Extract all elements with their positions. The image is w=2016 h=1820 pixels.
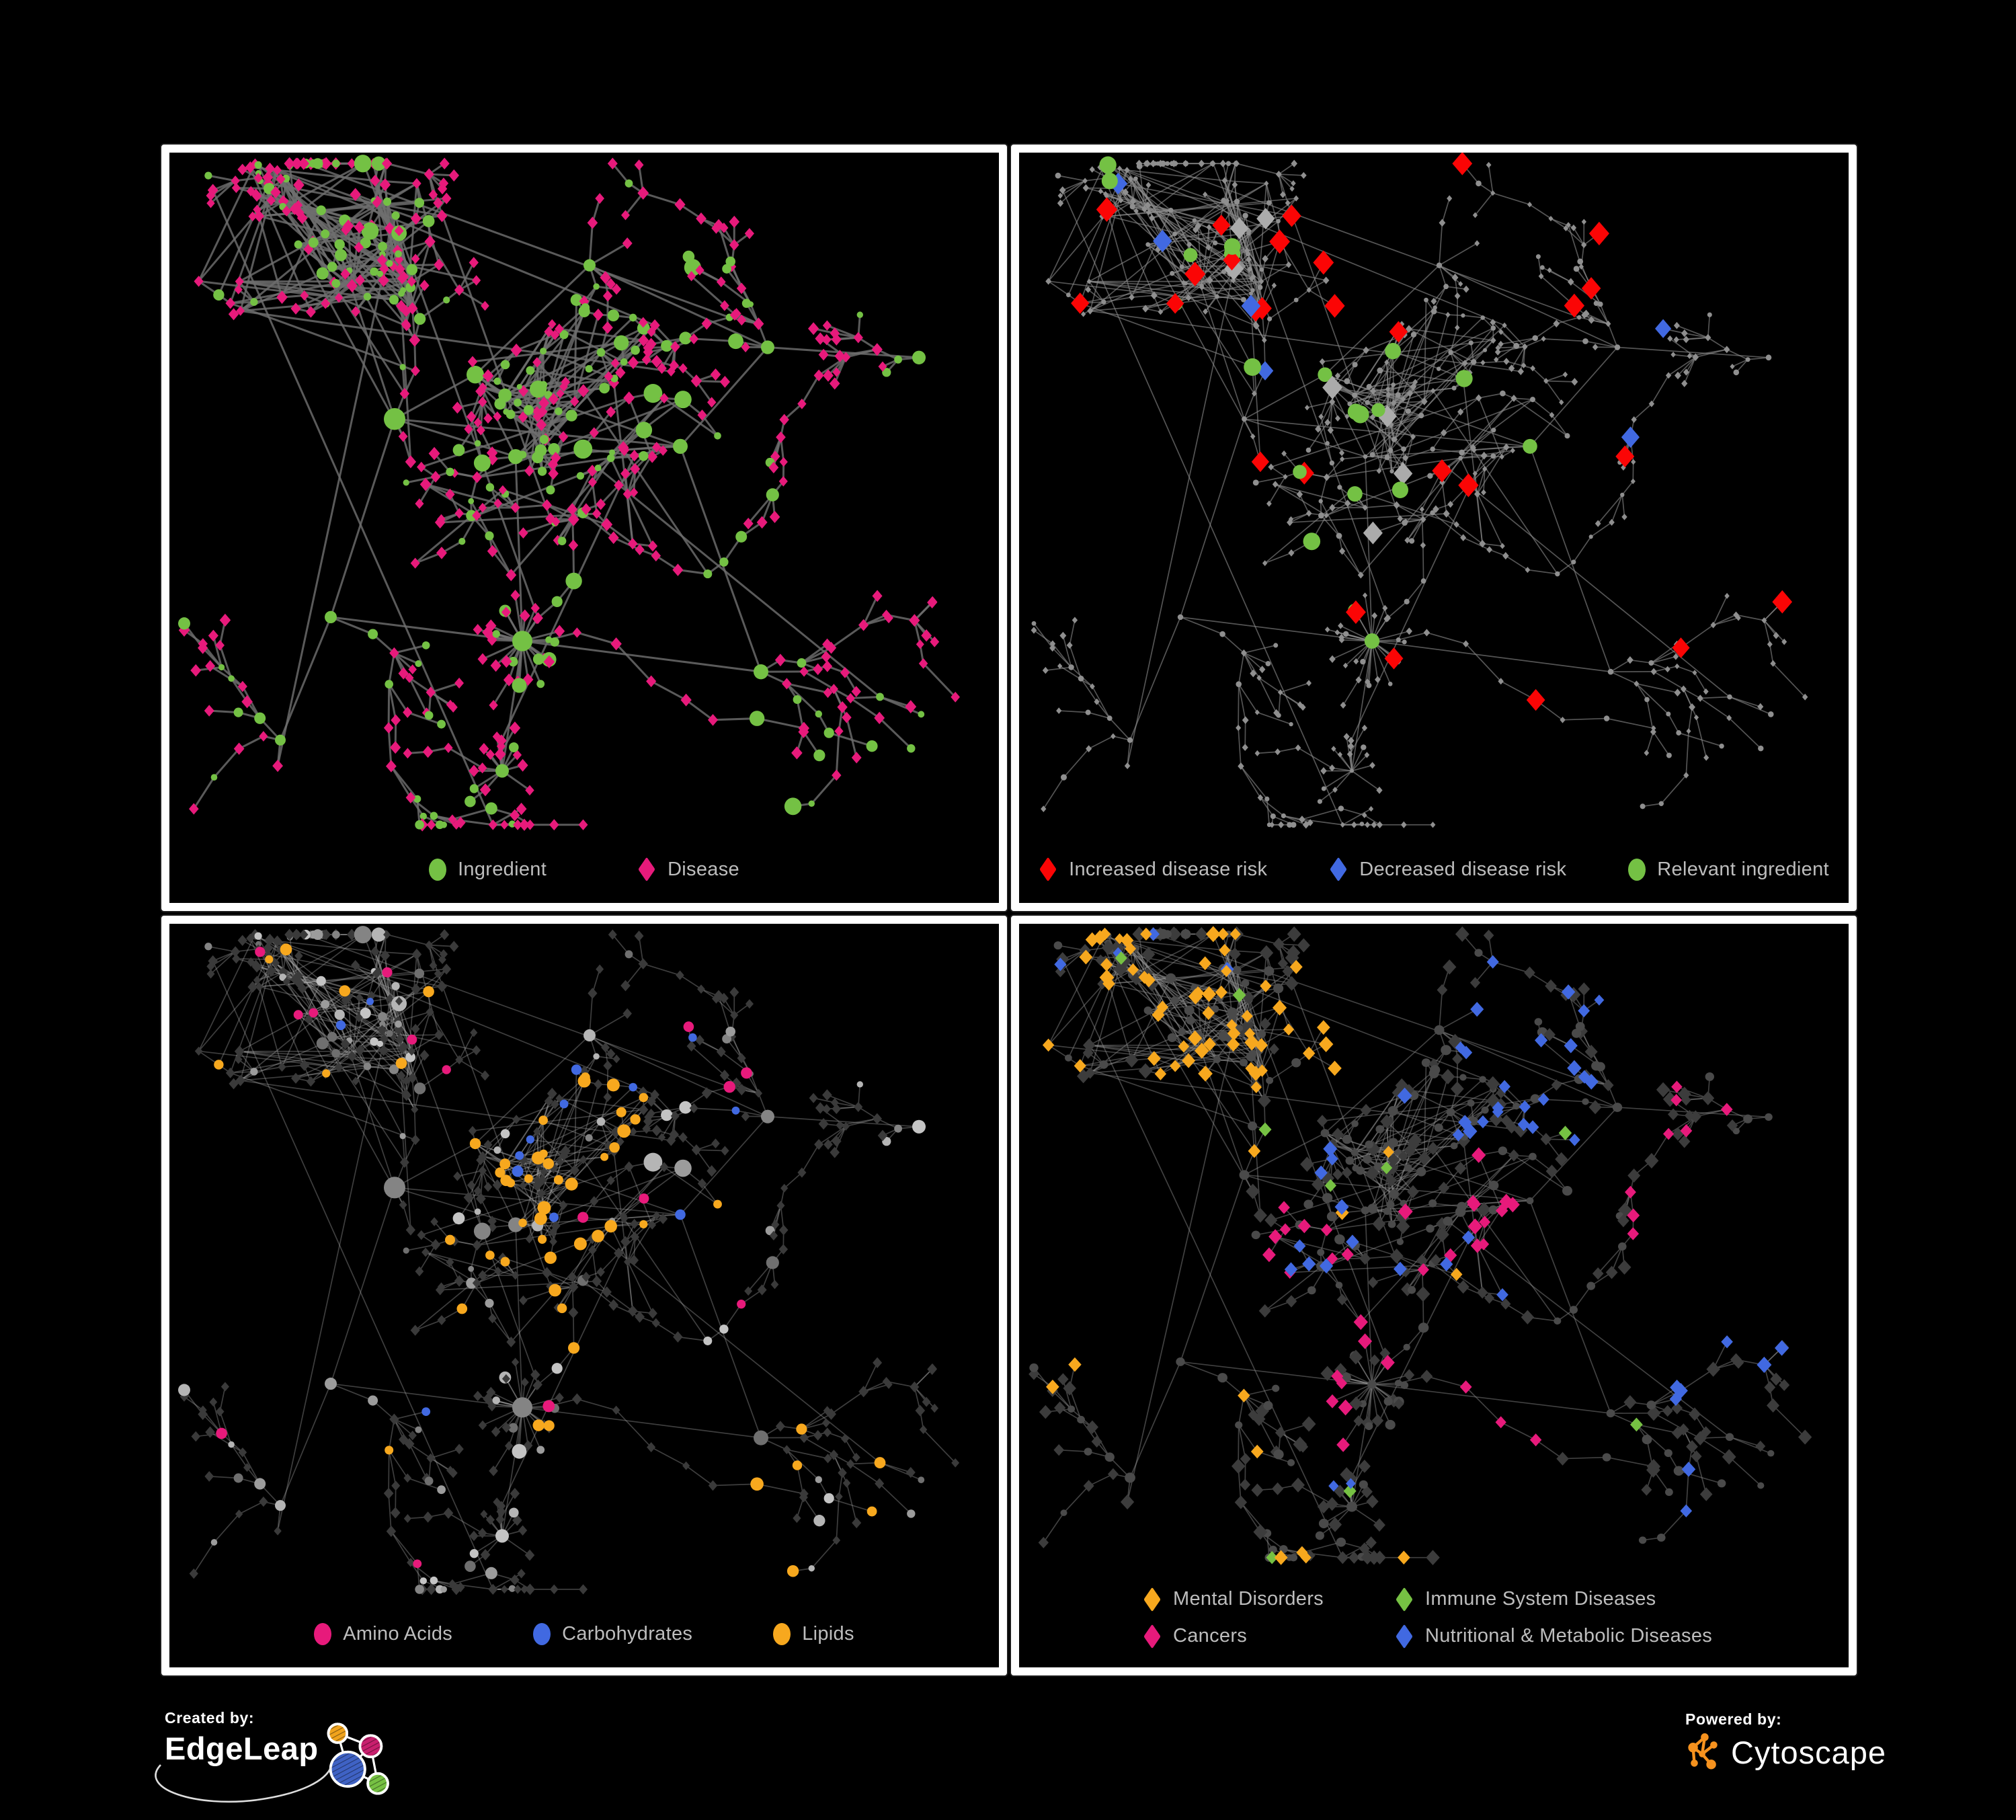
legend-marker-diamond-icon [1330, 857, 1347, 882]
legend-label: Cancers [1173, 1625, 1248, 1647]
legend-item-lipids: Lipids [773, 1622, 854, 1645]
edgeleap-logo-icon [327, 1723, 389, 1795]
legend-item-mental-disorders: Mental Disorders [1143, 1587, 1395, 1612]
legend-item-nutritional-metabolic-diseases: Nutritional & Metabolic Diseases [1395, 1624, 1713, 1649]
legend-ingredient-classes: Amino Acids Carbohydrates Lipids [169, 1600, 999, 1667]
legend-item-relevant-ingredient: Relevant ingredient [1628, 858, 1829, 881]
legend-item-increased-disease-risk: Increased disease risk [1039, 857, 1268, 882]
legend-item-ingredient: Ingredient [429, 858, 547, 881]
edgeleap-swoosh-icon [155, 1764, 333, 1803]
legend-marker-circle-icon [773, 1622, 791, 1645]
panel-disease-classes: Mental Disorders Immune System Diseases Ca… [1011, 916, 1857, 1675]
legend-label: Amino Acids [343, 1622, 453, 1645]
created-by-label: Created by: [165, 1709, 255, 1727]
legend-marker-circle-icon [429, 858, 447, 881]
legend-item-amino-acids: Amino Acids [314, 1622, 453, 1645]
network-ingredient-classes [178, 926, 960, 1595]
cytoscape-logo-icon [1688, 1733, 1718, 1770]
cytoscape-credit: Powered by: [1685, 1710, 1886, 1773]
legend-label: Nutritional & Metabolic Diseases [1425, 1625, 1713, 1647]
legend-marker-diamond-icon [1143, 1624, 1161, 1649]
legend-disease-classes: Mental Disorders Immune System Diseases Ca… [1019, 1568, 1849, 1667]
legend-ingredient-disease: Ingredient Disease [169, 836, 999, 903]
legend-label: Ingredient [458, 858, 547, 880]
legend-disease-risk: Increased disease risk Decreased disease … [1019, 836, 1849, 903]
panel-ingredient-classes: Amino Acids Carbohydrates Lipids [161, 916, 1007, 1675]
network-disease-classes [1029, 926, 1812, 1565]
legend-item-decreased-disease-risk: Decreased disease risk [1329, 857, 1567, 882]
legend-label: Lipids [802, 1622, 854, 1645]
legend-label: Increased disease risk [1069, 858, 1268, 880]
footer: Created by: EdgeLeap [0, 1675, 2016, 1820]
network-ingredient-disease [178, 155, 960, 832]
legend-marker-diamond-icon [1143, 1587, 1161, 1612]
legend-marker-circle-icon [533, 1622, 551, 1645]
legend-marker-diamond-icon [638, 857, 655, 882]
edgeleap-brand-text: EdgeLeap [165, 1731, 319, 1766]
panel-disease-risk: Increased disease risk Decreased disease … [1011, 145, 1857, 911]
legend-label: Mental Disorders [1173, 1588, 1324, 1610]
cytoscape-brand-text: Cytoscape [1731, 1734, 1887, 1770]
legend-marker-circle-icon [314, 1622, 332, 1645]
legend-marker-circle-icon [1628, 858, 1646, 881]
legend-label: Immune System Diseases [1425, 1588, 1656, 1610]
legend-item-carbohydrates: Carbohydrates [533, 1622, 693, 1645]
legend-marker-diamond-icon [1396, 1624, 1413, 1649]
legend-label: Decreased disease risk [1359, 858, 1567, 880]
legend-label: Disease [668, 858, 739, 880]
legend-item-disease: Disease [637, 857, 739, 882]
legend-marker-diamond-icon [1396, 1587, 1413, 1612]
legend-marker-diamond-icon [1039, 857, 1057, 882]
legend-label: Carbohydrates [562, 1622, 693, 1645]
powered-by-label: Powered by: [1685, 1710, 1782, 1728]
legend-label: Relevant ingredient [1657, 858, 1829, 880]
edgeleap-credit: Created by: EdgeLeap [155, 1709, 395, 1803]
panel-ingredient-disease: Ingredient Disease [161, 145, 1007, 911]
legend-item-cancers: Cancers [1143, 1624, 1395, 1649]
panel-grid: Ingredient Disease Increased disease risk… [161, 145, 1857, 1675]
network-disease-risk [1031, 153, 1808, 829]
legend-item-immune-system-diseases: Immune System Diseases [1395, 1587, 1712, 1612]
